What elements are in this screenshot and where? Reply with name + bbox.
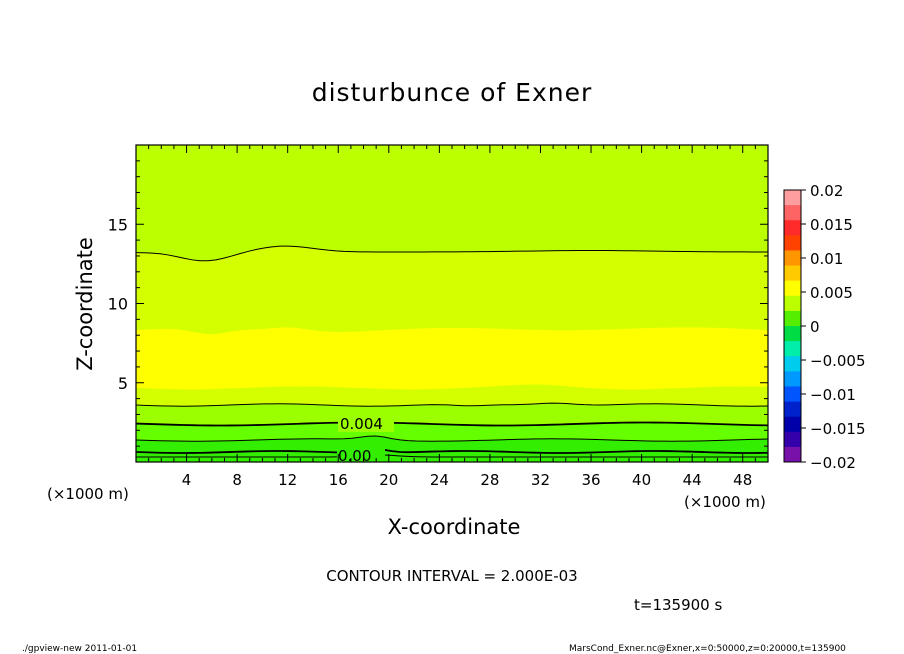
colorbar-tick-label: 0.01 (810, 250, 843, 268)
contour-line-upper (135, 245, 769, 262)
footer-left: ./gpview-new 2011-01-01 (22, 644, 138, 654)
band-bottom-2 (136, 422, 768, 442)
contour-label-1: 0.004 (340, 415, 383, 433)
colorbar-segment (784, 235, 801, 251)
x-tick-label: 8 (232, 471, 242, 489)
colorbar-tick-label: −0.01 (810, 386, 856, 404)
chart-title: disturbunce of Exner (311, 78, 593, 107)
band-middle (136, 327, 768, 390)
contour-line-4a (135, 402, 769, 407)
contour-fill-bands (136, 145, 768, 462)
x-tick-label: 32 (531, 471, 550, 489)
colorbar-segment (784, 356, 801, 372)
colorbar-segment (784, 326, 801, 342)
colorbar-segment (784, 341, 801, 357)
x-tick-label: 4 (182, 471, 192, 489)
colorbar-tick-label: 0.015 (810, 216, 853, 234)
contour-line-4e (136, 454, 768, 458)
colorbar-segment (784, 295, 801, 312)
contour-interval-text: CONTOUR INTERVAL = 2.000E-03 (326, 567, 578, 585)
x-tick-label: 44 (683, 471, 702, 489)
colorbar-tick-label: 0.005 (810, 284, 853, 302)
contour-line-4d (135, 448, 769, 454)
y-axis-label: Z-coordinate (73, 237, 97, 371)
band-bottom-1 (136, 403, 768, 426)
time-text: t=135900 s (634, 596, 723, 614)
colorbar-segment (784, 220, 801, 236)
x-tick-label: 16 (329, 471, 348, 489)
colorbar-segment (784, 401, 801, 417)
colorbar-tick-label: −0.015 (810, 420, 866, 438)
x-tick-label: 24 (430, 471, 449, 489)
colorbar-tick-label: −0.02 (810, 454, 856, 472)
colorbar-segment (784, 446, 801, 463)
y-axis-label-group: Z-coordinate (73, 237, 97, 371)
x-tick-label: 48 (733, 471, 752, 489)
y-tick-label: 15 (108, 215, 128, 234)
colorbar: 0.02 0.015 0.01 0.005 0 −0.005 −0.01 −0.015 −0.0… (783, 182, 866, 472)
contour-lines (135, 245, 769, 458)
x-tick-label: 28 (480, 471, 499, 489)
colorbar-segment (784, 416, 801, 433)
y-tick-label: 5 (118, 374, 128, 393)
x-tick-label: 36 (581, 471, 600, 489)
colorbar-tick-label: 0.02 (810, 182, 843, 200)
colorbar-segment (784, 250, 801, 266)
contour-label-bg-2 (337, 446, 385, 462)
footer-right: MarsCond_Exner.nc@Exner,x=0:50000,z=0:20… (569, 644, 846, 654)
colorbar-segment (784, 310, 801, 327)
contour-line-4b (135, 421, 769, 427)
x-axis-label: X-coordinate (0, 515, 904, 539)
colorbar-segment (784, 371, 801, 387)
colorbar-segment (784, 431, 801, 448)
contour-line-4c (135, 435, 769, 442)
contour-label-bg-1 (338, 414, 394, 432)
x-axis-label-text: X-coordinate (387, 515, 521, 539)
band-lower (136, 384, 768, 407)
band-upper (136, 246, 768, 335)
y-tick-label: 10 (108, 295, 128, 314)
colorbar-segment (784, 280, 801, 297)
colorbar-segment (784, 386, 801, 402)
colorbar-tick-label: −0.005 (810, 352, 866, 370)
colorbar-segment (784, 205, 801, 221)
x-unit-label-left: (×1000 m) (47, 485, 129, 503)
x-axis: 4 8 12 16 20 24 28 32 36 40 44 48 (148, 145, 756, 489)
colorbar-tick-label: 0 (810, 318, 820, 336)
colorbar-segment (784, 190, 801, 206)
x-unit-label-right: (×1000 m) (684, 493, 766, 511)
x-tick-label: 12 (278, 471, 297, 489)
band-bottom-3 (136, 436, 768, 462)
y-axis: 5 10 15 (108, 160, 768, 447)
colorbar-segment (784, 265, 801, 281)
x-tick-label: 40 (632, 471, 651, 489)
x-tick-label: 20 (379, 471, 398, 489)
